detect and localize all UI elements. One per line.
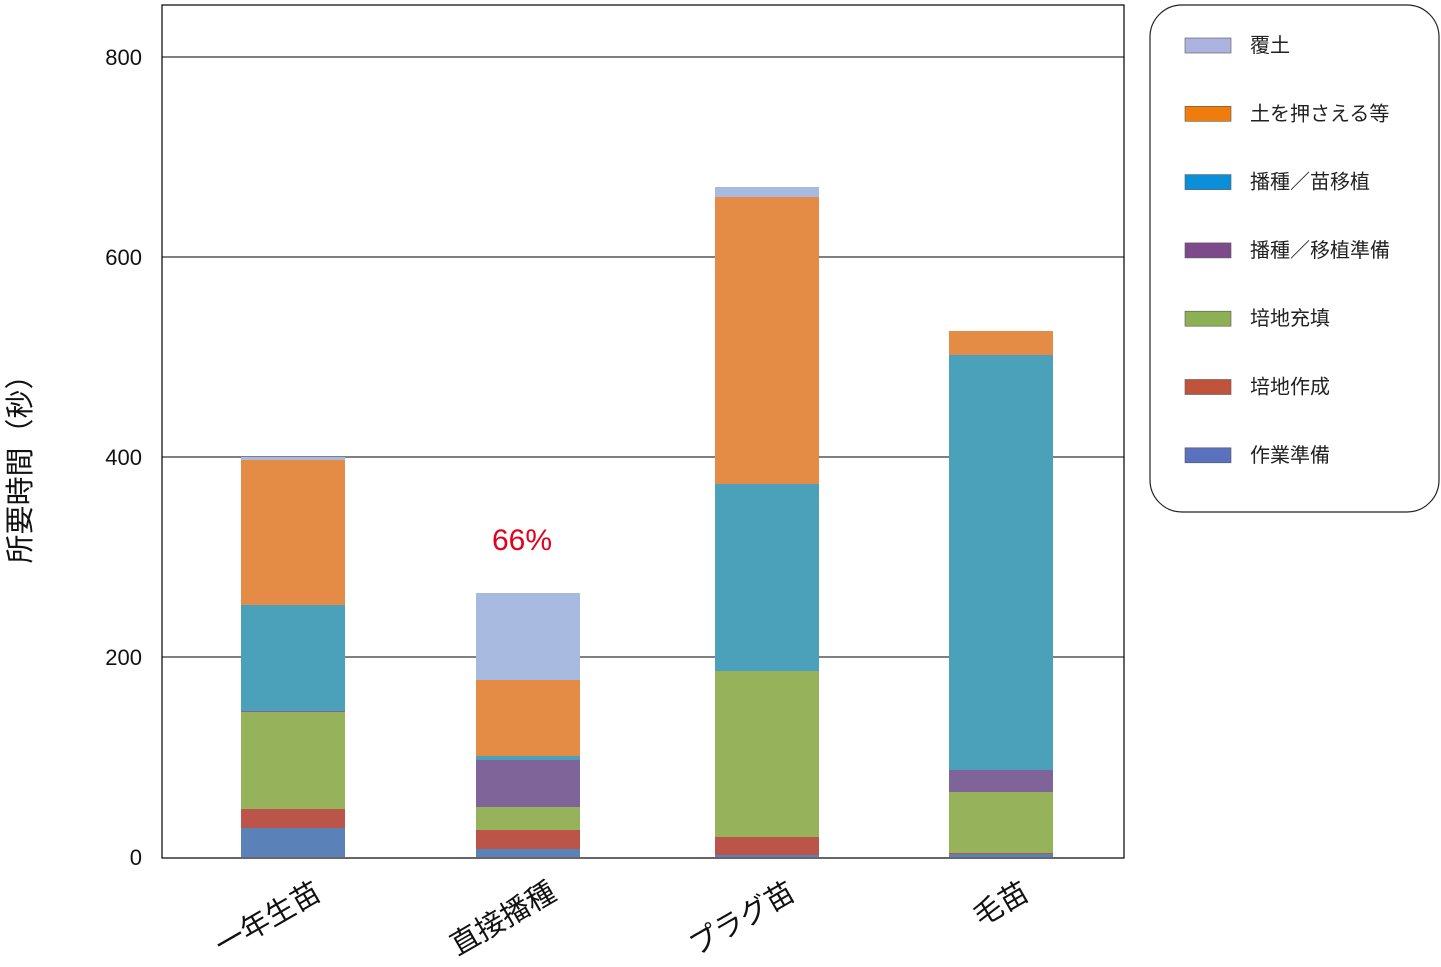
plot-frame	[161, 4, 1125, 859]
legend-swatch	[1184, 447, 1232, 464]
bar-segment-0-0	[241, 828, 345, 857]
bar-segment-6-2	[715, 187, 819, 197]
bar-segment-5-1	[476, 680, 580, 756]
bar-segment-4-3	[949, 355, 1053, 770]
legend-swatch	[1184, 174, 1232, 190]
bar-segment-3-0	[241, 711, 345, 712]
bars	[241, 187, 1053, 857]
bar-segment-5-3	[949, 331, 1053, 355]
bar-segment-4-1	[476, 756, 580, 760]
bar-segment-6-0	[241, 457, 345, 460]
bar-segment-2-0	[241, 712, 345, 809]
legend-label: 作業準備	[1250, 443, 1330, 467]
legend-label: 播種／苗移植	[1250, 170, 1370, 194]
x-axis-labels: 一年生苗 直接播種 プラグ苗 毛苗	[209, 875, 1034, 962]
bar-segment-5-2	[715, 197, 819, 484]
y-tick-label: 600	[105, 245, 142, 270]
legend-swatch	[1184, 379, 1232, 395]
y-axis-ticks: 0 200 400 600 800	[105, 45, 142, 870]
legend-item: 作業準備	[1184, 443, 1330, 467]
bar-segment-0-2	[715, 855, 819, 857]
bar-segment-0-1	[476, 849, 580, 857]
legend-swatch	[1184, 106, 1232, 122]
legend-item: 播種／苗移植	[1184, 170, 1370, 194]
bar-segment-3-1	[476, 760, 580, 807]
legend-swatch	[1184, 37, 1232, 54]
legend-item: 播種／移植準備	[1184, 238, 1390, 262]
bar-segment-2-1	[476, 807, 580, 830]
legend-label: 培地充填	[1250, 306, 1330, 330]
legend-item: 覆土	[1184, 33, 1290, 57]
bar-segment-4-2	[715, 484, 819, 671]
legend-swatch	[1184, 310, 1232, 327]
bar-segment-5-0	[241, 460, 345, 605]
x-category-label: 毛苗	[967, 875, 1034, 933]
legend-label: 覆土	[1250, 33, 1290, 57]
legend-label: 土を押さえる等	[1250, 101, 1389, 125]
legend-item: 培地作成	[1184, 375, 1330, 399]
y-tick-label: 0	[130, 845, 142, 870]
bar-segment-1-0	[241, 809, 345, 828]
y-tick-label: 400	[105, 445, 142, 470]
bar-segment-0-3	[949, 854, 1053, 857]
bar-segment-1-3	[949, 853, 1053, 854]
y-axis-title: 所要時間（秒）	[3, 360, 37, 563]
bar-segment-3-3	[949, 770, 1053, 792]
bar-segment-4-0	[241, 605, 345, 711]
legend-label: 播種／移植準備	[1250, 238, 1390, 262]
legend-item: 土を押さえる等	[1184, 101, 1389, 125]
y-tick-label: 800	[105, 45, 142, 70]
annotation-label: 66%	[492, 524, 552, 557]
bar-segment-6-1	[476, 593, 580, 680]
bar-segment-2-2	[715, 671, 819, 837]
x-category-label: 直接播種	[444, 875, 561, 962]
legend-label: 培地作成	[1250, 375, 1330, 399]
legend-swatch	[1184, 242, 1232, 259]
y-tick-label: 200	[105, 645, 142, 670]
bar-segment-1-2	[715, 837, 819, 855]
x-category-label: 一年生苗	[209, 875, 326, 962]
legend-item: 培地充填	[1184, 306, 1330, 330]
x-category-label: プラグ苗	[683, 875, 800, 962]
bar-segment-2-3	[949, 792, 1053, 853]
bar-segment-1-1	[476, 830, 580, 849]
